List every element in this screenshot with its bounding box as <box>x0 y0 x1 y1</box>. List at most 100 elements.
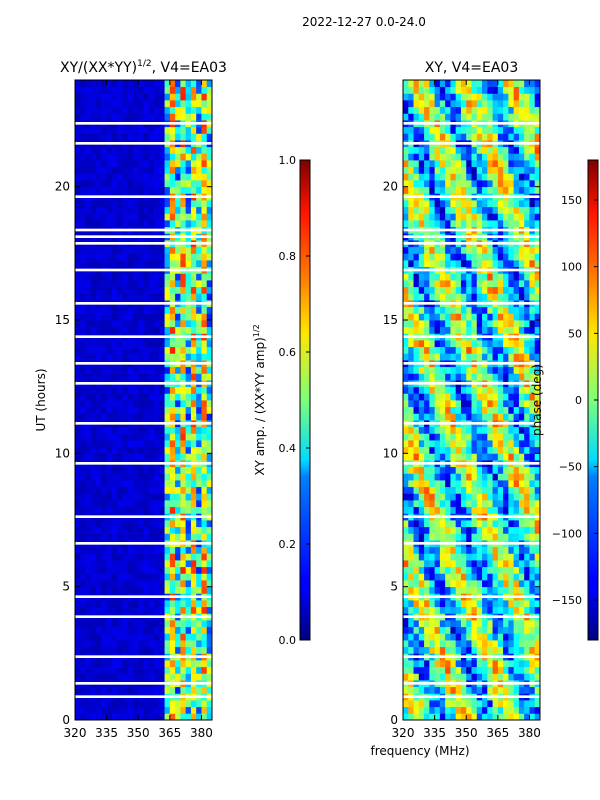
left-heat-cell <box>159 493 165 501</box>
left-heat-cell <box>117 500 123 508</box>
left-heat-cell <box>185 400 192 408</box>
right-heat-cell <box>413 526 420 534</box>
left-heat-cell <box>185 506 192 514</box>
left-heat-cell <box>175 366 181 374</box>
right-heat-cell <box>524 573 530 581</box>
right-heat-cell <box>434 626 441 634</box>
left-heat-cell <box>180 306 187 314</box>
left-heat-cell <box>96 706 102 714</box>
left-heat-cell <box>143 106 150 114</box>
right-heat-cell <box>455 320 462 328</box>
right-heat-cell <box>434 146 441 154</box>
left-heat-cell <box>132 700 139 708</box>
left-heat-cell <box>106 353 113 361</box>
left-heat-cell <box>185 313 192 321</box>
right-heat-cell <box>524 433 530 441</box>
right-heat-cell <box>471 253 478 261</box>
left-heat-cell <box>185 500 192 508</box>
left-heat-cell <box>148 560 155 568</box>
left-heat-cell <box>206 186 212 194</box>
right-heat-cell <box>429 546 436 554</box>
right-heat-cell <box>529 573 536 581</box>
right-heat-cell <box>460 673 467 681</box>
left-heat-cell <box>143 386 150 394</box>
left-heat-cell <box>196 220 202 228</box>
left-heat-cell <box>201 220 208 228</box>
right-heat-cell <box>524 533 530 541</box>
right-heat-cell <box>418 106 425 114</box>
right-heat-cell <box>439 586 446 594</box>
right-heat-cell <box>497 186 504 194</box>
right-heat-cell <box>534 113 540 121</box>
left-heat-cell <box>201 246 208 254</box>
right-heat-cell <box>445 473 451 481</box>
right-heat-cell <box>497 426 504 434</box>
right-heat-cell <box>482 453 488 461</box>
left-heat-cell <box>80 186 86 194</box>
right-heat-cell <box>492 526 499 534</box>
right-heat-cell <box>460 160 467 168</box>
right-heat-cell <box>534 426 540 434</box>
right-heat-cell <box>408 313 414 321</box>
left-heat-cell <box>122 486 129 494</box>
left-heat-cell <box>148 486 155 494</box>
right-heat-cell <box>471 640 478 648</box>
left-heat-cell <box>154 346 160 354</box>
right-heat-cell <box>482 293 488 301</box>
left-flag-gap <box>75 655 212 658</box>
right-heat-cell <box>518 126 525 134</box>
left-heat-cell <box>164 466 171 474</box>
left-heat-cell <box>96 106 102 114</box>
right-heat-cell <box>476 340 483 348</box>
right-heat-cell <box>439 173 446 181</box>
left-heat-cell <box>159 286 165 294</box>
right-heat-cell <box>403 273 409 281</box>
right-heat-cell <box>403 206 409 214</box>
left-heat-cell <box>106 306 113 314</box>
right-heat-cell <box>434 400 441 408</box>
left-heat-cell <box>164 446 171 454</box>
right-heat-cell <box>413 620 420 628</box>
right-heat-cell <box>403 493 409 501</box>
right-heat-cell <box>429 560 436 568</box>
left-heat-cell <box>101 353 108 361</box>
right-heat-cell <box>518 526 525 534</box>
left-heat-cell <box>143 573 150 581</box>
right-heat-cell <box>418 506 425 514</box>
right-heat-cell <box>482 606 488 614</box>
right-heat-cell <box>413 186 420 194</box>
right-heat-cell <box>476 560 483 568</box>
left-heat-cell <box>101 213 108 221</box>
left-heat-cell <box>80 313 86 321</box>
left-heat-cell <box>117 546 123 554</box>
left-heat-cell <box>111 253 118 261</box>
right-heat-cell <box>492 206 499 214</box>
left-heat-cell <box>154 260 160 268</box>
left-heat-cell <box>75 586 81 594</box>
left-heat-cell <box>169 260 176 268</box>
left-heat-cell <box>164 506 171 514</box>
right-heat-cell <box>513 260 520 268</box>
left-heat-cell <box>101 260 108 268</box>
right-heat-cell <box>534 633 540 641</box>
left-heat-cell <box>154 660 160 668</box>
right-heat-cell <box>492 413 499 421</box>
right-heat-cell <box>471 406 478 414</box>
right-heat-cell <box>429 506 436 514</box>
right-heat-cell <box>460 573 467 581</box>
left-heat-cell <box>196 206 202 214</box>
right-heat-cell <box>408 620 414 628</box>
left-heat-cell <box>138 293 144 301</box>
right-heat-cell <box>471 706 478 714</box>
right-heat-cell <box>497 473 504 481</box>
left-heat-cell <box>206 500 212 508</box>
right-heat-cell <box>466 560 472 568</box>
left-heat-cell <box>127 640 134 648</box>
left-heat-cell <box>143 340 150 348</box>
left-heat-cell <box>90 453 97 461</box>
right-heat-cell <box>429 246 436 254</box>
left-heat-cell <box>159 646 165 654</box>
left-heat-cell <box>190 133 197 141</box>
left-heat-cell <box>80 486 86 494</box>
left-heat-cell <box>185 100 192 108</box>
